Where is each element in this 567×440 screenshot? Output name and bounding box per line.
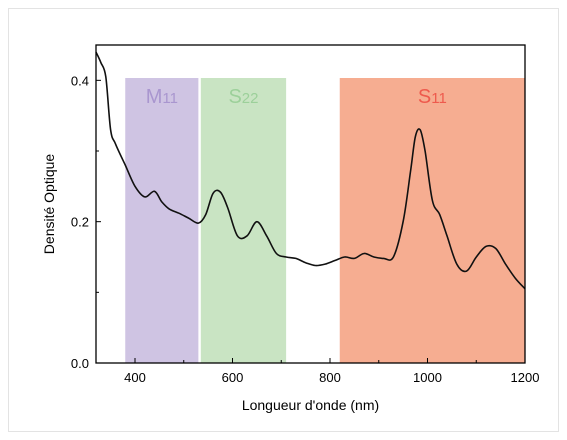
band-label-letter: S — [228, 86, 241, 108]
x-tick-label: 800 — [319, 370, 341, 385]
x-tick-label: 1000 — [413, 370, 442, 385]
band-label-1: S22 — [228, 86, 258, 108]
y-axis-ticks: 0.0 0.2 0.4 — [71, 73, 101, 371]
band-label-subscript: 22 — [242, 90, 259, 107]
band-label-0: M11 — [146, 86, 178, 108]
band-label-group: M11 S22 S11 — [146, 86, 447, 108]
band-2 — [339, 78, 525, 363]
band-0 — [125, 78, 199, 363]
band-label-subscript: 11 — [431, 90, 447, 107]
y-tick-label: 0.4 — [71, 73, 89, 88]
x-axis-ticks: 400 600 800 1000 1200 — [124, 358, 539, 385]
band-label-2: S11 — [418, 86, 447, 108]
band-1 — [200, 78, 287, 363]
y-axis-title: Densité Optique — [41, 154, 57, 255]
series-group — [95, 51, 526, 290]
band-label-letter: S — [418, 86, 431, 108]
plot-border — [95, 44, 526, 364]
x-tick-label: 400 — [124, 370, 146, 385]
x-tick-label: 600 — [222, 370, 244, 385]
band-label-letter: M — [146, 86, 163, 108]
y-tick-label: 0.0 — [71, 356, 89, 371]
band-group — [125, 78, 525, 363]
x-axis-title: Longueur d'onde (nm) — [242, 397, 379, 413]
band-label-subscript: 11 — [162, 90, 178, 107]
series-line-0 — [95, 51, 526, 290]
y-tick-label: 0.2 — [71, 215, 89, 230]
x-tick-label: 1200 — [511, 370, 540, 385]
